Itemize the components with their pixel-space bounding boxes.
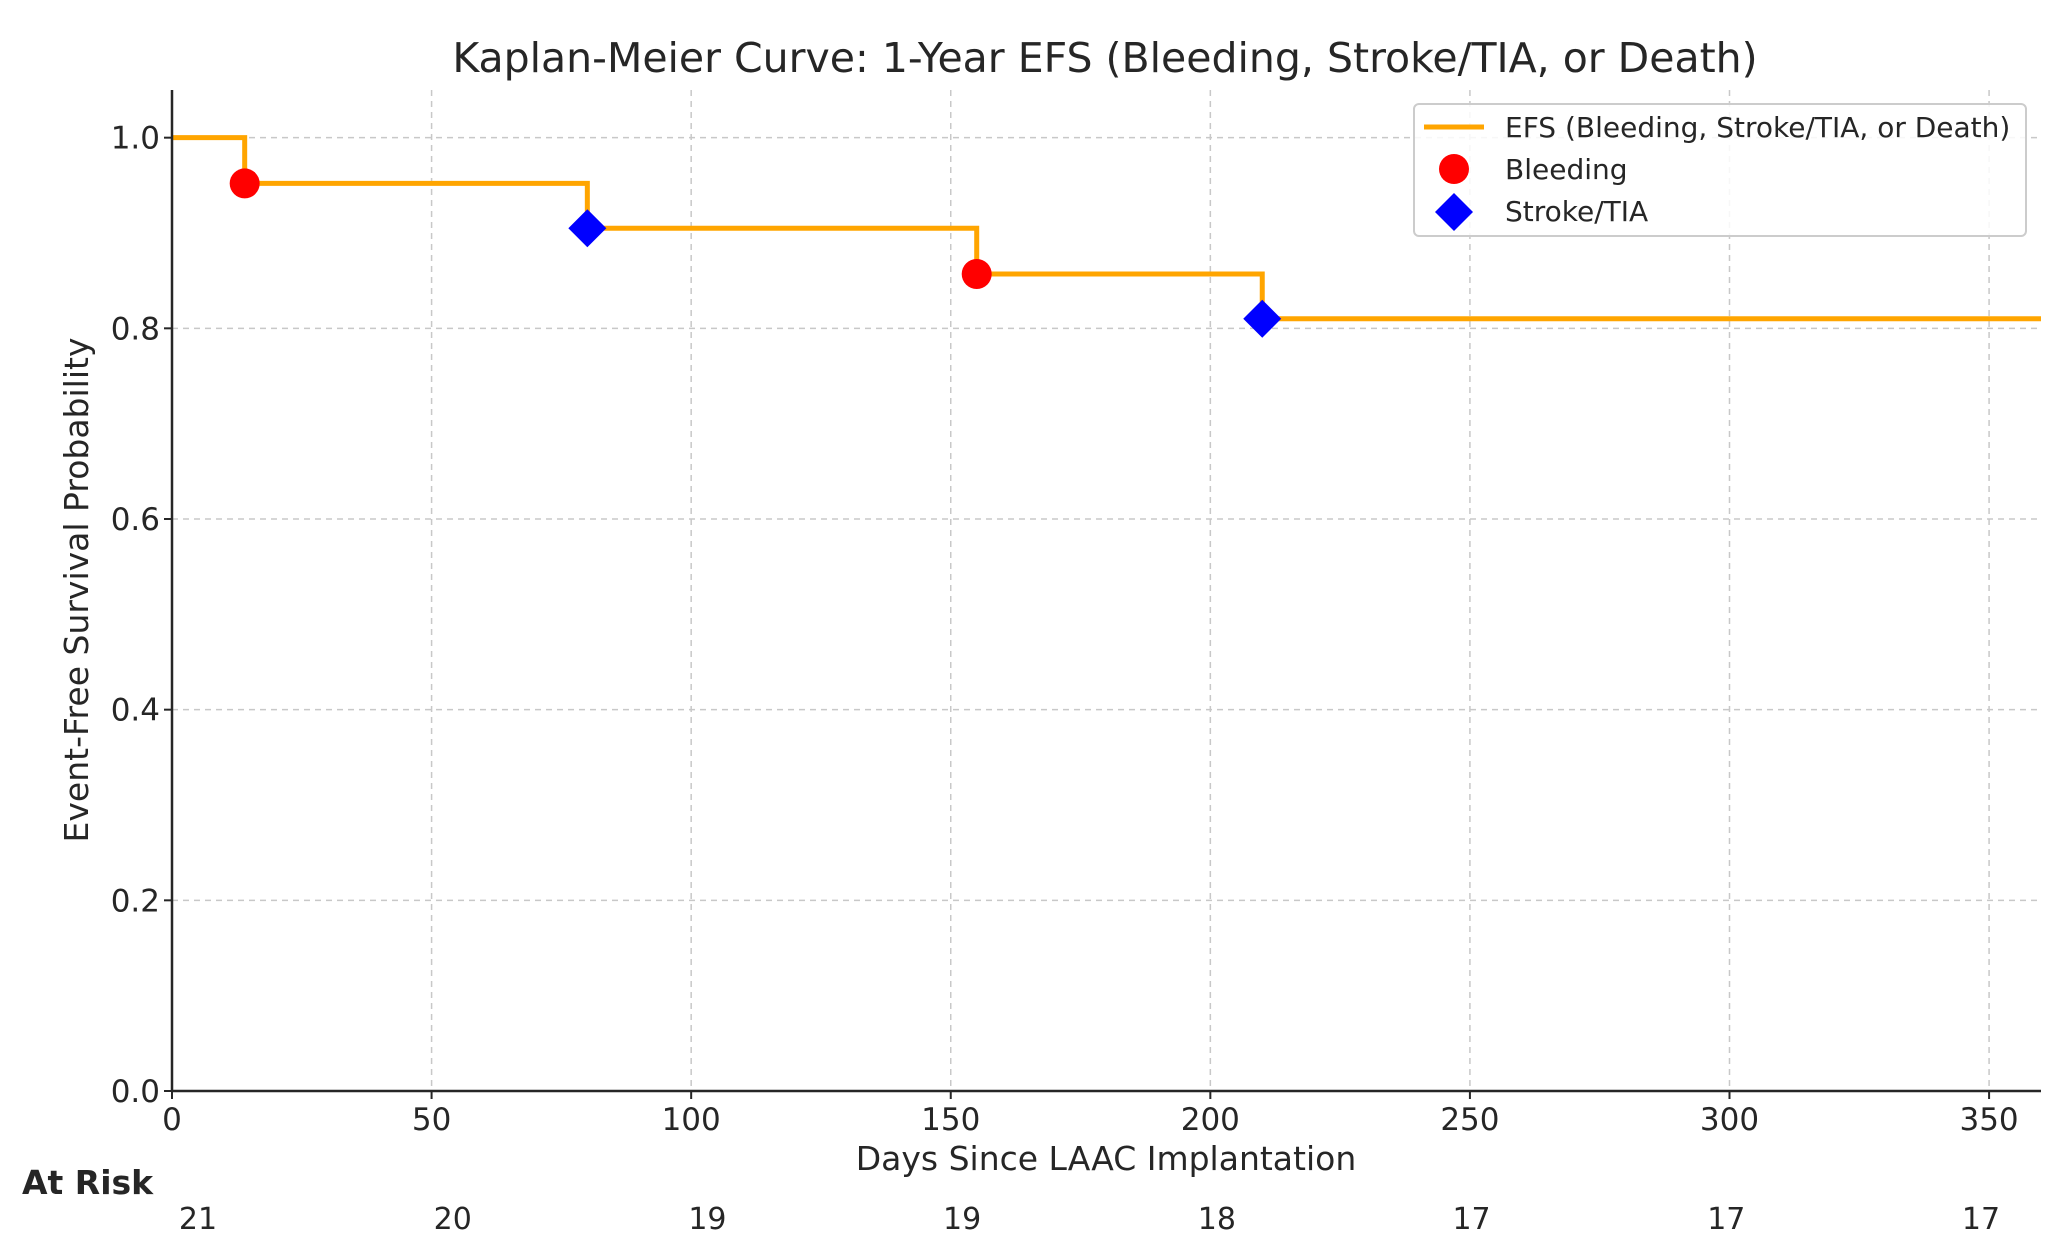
at-risk-row: 21 20 19 19 18 17 17 17 — [179, 1202, 2000, 1237]
at-risk-value: 19 — [688, 1202, 726, 1237]
legend-stroke-marker — [1435, 193, 1473, 231]
x-ticks: 0 50 100 150 200 250 300 350 — [162, 1091, 2019, 1138]
legend: EFS (Bleeding, Stroke/TIA, or Death) Ble… — [1413, 103, 2027, 237]
y-axis-label: Event-Free Survival Probability — [57, 338, 96, 843]
chart-title: Kaplan-Meier Curve: 1-Year EFS (Bleeding… — [452, 34, 1757, 82]
legend-bleeding-marker — [1439, 154, 1469, 184]
x-tick-label: 300 — [1700, 1102, 1759, 1138]
y-tick-label: 0.4 — [111, 693, 160, 729]
bleeding-marker — [229, 168, 260, 199]
grid — [172, 90, 2041, 1091]
x-tick-label: 250 — [1440, 1102, 1499, 1138]
y-tick-label: 1.0 — [111, 121, 160, 157]
x-tick-label: 50 — [412, 1102, 451, 1138]
y-ticks: 0.0 0.2 0.4 0.6 0.8 1.0 — [111, 121, 172, 1110]
stroke-tia-marker — [568, 209, 607, 248]
at-risk-title: At Risk — [22, 1163, 154, 1202]
at-risk-value: 21 — [179, 1202, 217, 1237]
y-tick-label: 0.0 — [111, 1074, 160, 1110]
at-risk-value: 17 — [1452, 1202, 1490, 1237]
y-tick-label: 0.2 — [111, 883, 160, 919]
at-risk-value: 18 — [1198, 1202, 1236, 1237]
at-risk-value: 17 — [1962, 1202, 2000, 1237]
x-tick-label: 350 — [1959, 1102, 2018, 1138]
x-tick-label: 200 — [1181, 1102, 1240, 1138]
at-risk-value: 19 — [943, 1202, 981, 1237]
y-tick-label: 0.8 — [111, 311, 160, 347]
x-tick-label: 0 — [162, 1102, 182, 1138]
legend-frame — [1413, 103, 2027, 237]
legend-bleeding-label: Bleeding — [1505, 153, 1628, 186]
legend-efs-label: EFS (Bleeding, Stroke/TIA, or Death) — [1505, 111, 2010, 144]
y-tick-label: 0.6 — [111, 502, 160, 538]
at-risk-value: 17 — [1707, 1202, 1745, 1237]
x-tick-label: 150 — [921, 1102, 980, 1138]
x-tick-label: 100 — [662, 1102, 721, 1138]
series-layer — [172, 135, 2041, 322]
stroke-tia-marker — [1243, 299, 1282, 338]
at-risk-value: 20 — [434, 1202, 472, 1237]
efs-step-line — [172, 135, 2041, 322]
bleeding-marker — [961, 258, 992, 289]
x-axis-label: Days Since LAAC Implantation — [856, 1139, 1356, 1178]
legend-stroke-label: Stroke/TIA — [1505, 195, 1648, 228]
marker-layer — [229, 168, 1282, 338]
